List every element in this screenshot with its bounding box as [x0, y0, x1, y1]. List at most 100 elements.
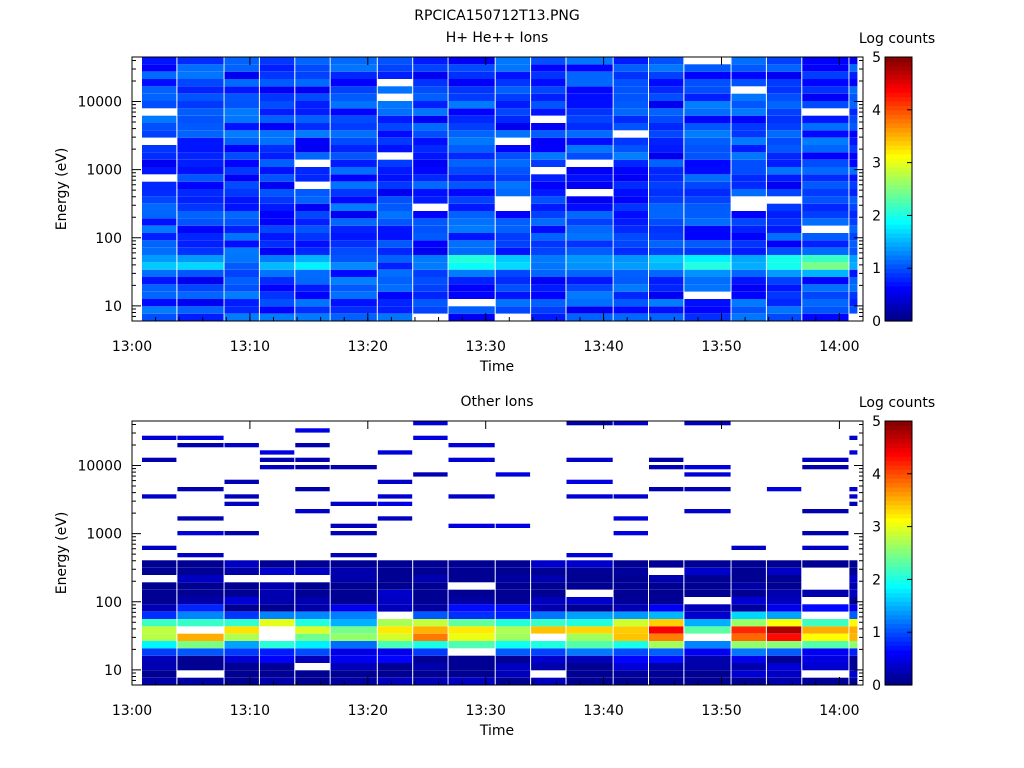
heatmap-cell — [731, 677, 766, 685]
heatmap-cell — [649, 218, 684, 226]
heatmap-cell — [802, 457, 849, 462]
heatmap-cell — [377, 123, 413, 131]
heatmap-cell — [766, 57, 802, 65]
heatmap-cell — [531, 71, 566, 79]
colorbar-swatch — [885, 83, 912, 89]
heatmap-cell — [413, 589, 448, 597]
heatmap-cell — [766, 663, 802, 671]
heatmap-cell — [566, 152, 613, 160]
heatmap-cell — [849, 677, 858, 685]
heatmap-cell — [849, 123, 858, 131]
heatmap-cell — [177, 196, 224, 204]
colorbar-swatch — [885, 299, 912, 304]
heatmap-cell — [259, 655, 295, 663]
heatmap-cell — [224, 299, 259, 307]
heatmap-cell — [448, 262, 495, 270]
heatmap-cell — [377, 663, 413, 671]
heatmap-cell — [142, 582, 177, 590]
heatmap-cell — [566, 130, 613, 138]
heatmap-cell — [495, 240, 531, 248]
heatmap-cell — [649, 189, 684, 197]
heatmap-cell — [849, 255, 858, 263]
heatmap-cell — [531, 137, 566, 145]
heatmap-cell — [142, 677, 177, 685]
heatmap-cell — [448, 619, 495, 627]
colorbar-swatch — [885, 118, 912, 124]
colorbar-swatch — [885, 531, 912, 536]
colorbar-tick-label: 3 — [872, 156, 881, 172]
x-axis: 13:00 13:10 13:20 13:30 13:40 13:50 14:00 — [112, 421, 864, 719]
heatmap-cell — [613, 86, 648, 94]
heatmap-cell — [613, 115, 648, 123]
heatmap-cell — [566, 663, 613, 671]
heatmap-cell — [495, 64, 531, 72]
colorbar-swatch — [885, 610, 912, 616]
heatmap-cell — [766, 174, 802, 182]
heatmap-cell — [495, 472, 531, 477]
heatmap-cell — [531, 218, 566, 226]
heatmap-cell — [330, 523, 377, 528]
heatmap-cell — [330, 218, 377, 226]
heatmap-cell — [802, 648, 849, 656]
heatmap-cell — [731, 655, 766, 663]
heatmap-cell — [377, 655, 413, 663]
heatmap-cell — [377, 262, 413, 270]
heatmap-cell — [531, 262, 566, 270]
heatmap-cell — [224, 167, 259, 175]
heatmap-cell — [330, 277, 377, 285]
heatmap-cell — [849, 203, 858, 211]
heatmap-cell — [413, 86, 448, 94]
heatmap-cell — [330, 240, 377, 248]
heatmap-cell — [684, 269, 731, 277]
heatmap-cell — [259, 247, 295, 255]
heatmap-cell — [731, 597, 766, 605]
heatmap-cell — [224, 626, 259, 634]
heatmap-cell — [684, 421, 731, 426]
heatmap-cell — [566, 101, 613, 109]
heatmap-cell — [766, 582, 802, 590]
heatmap-cell — [259, 240, 295, 248]
heatmap-cell — [177, 203, 224, 211]
heatmap-cell — [849, 86, 858, 94]
heatmap-cell — [495, 189, 531, 197]
heatmap-cell — [613, 71, 648, 79]
heatmap-cell — [448, 457, 495, 462]
heatmap-cell — [566, 633, 613, 641]
colorbar-swatch — [885, 667, 912, 673]
heatmap-cell — [613, 189, 648, 197]
heatmap-cell — [495, 101, 531, 109]
heatmap-cell — [142, 115, 177, 123]
heatmap-cell — [613, 299, 648, 307]
heatmap-cell — [259, 196, 295, 204]
colorbar-swatch — [885, 259, 912, 265]
colorbar-swatch — [885, 601, 912, 607]
heatmap-cell — [448, 670, 495, 678]
heatmap-cell — [731, 71, 766, 79]
heatmap-cell — [177, 641, 224, 649]
colorbar-swatch — [885, 614, 912, 620]
heatmap-cell — [295, 189, 330, 197]
heatmap-cell — [495, 597, 531, 605]
heatmap-cell — [142, 277, 177, 285]
heatmap-cell — [849, 487, 858, 492]
heatmap-cell — [142, 211, 177, 219]
heatmap-cell — [613, 421, 648, 426]
heatmap-cell — [495, 181, 531, 189]
heatmap-cell — [766, 560, 802, 568]
heatmap-cell — [177, 145, 224, 153]
heatmap-cell — [224, 174, 259, 182]
heatmap-cell — [177, 435, 224, 440]
heatmap-cell — [684, 648, 731, 656]
heatmap-cell — [448, 575, 495, 583]
heatmap-cell — [731, 269, 766, 277]
heatmap-cell — [613, 64, 648, 72]
panel-title: Other Ions — [460, 394, 533, 410]
heatmap-cell — [295, 218, 330, 226]
heatmap-cell — [731, 130, 766, 138]
heatmap-cell — [330, 589, 377, 597]
heatmap-cell — [177, 677, 224, 685]
heatmap-cell — [177, 284, 224, 292]
heatmap-cell — [849, 225, 858, 233]
heatmap-cell — [177, 531, 224, 536]
colorbar-swatch — [885, 473, 912, 479]
